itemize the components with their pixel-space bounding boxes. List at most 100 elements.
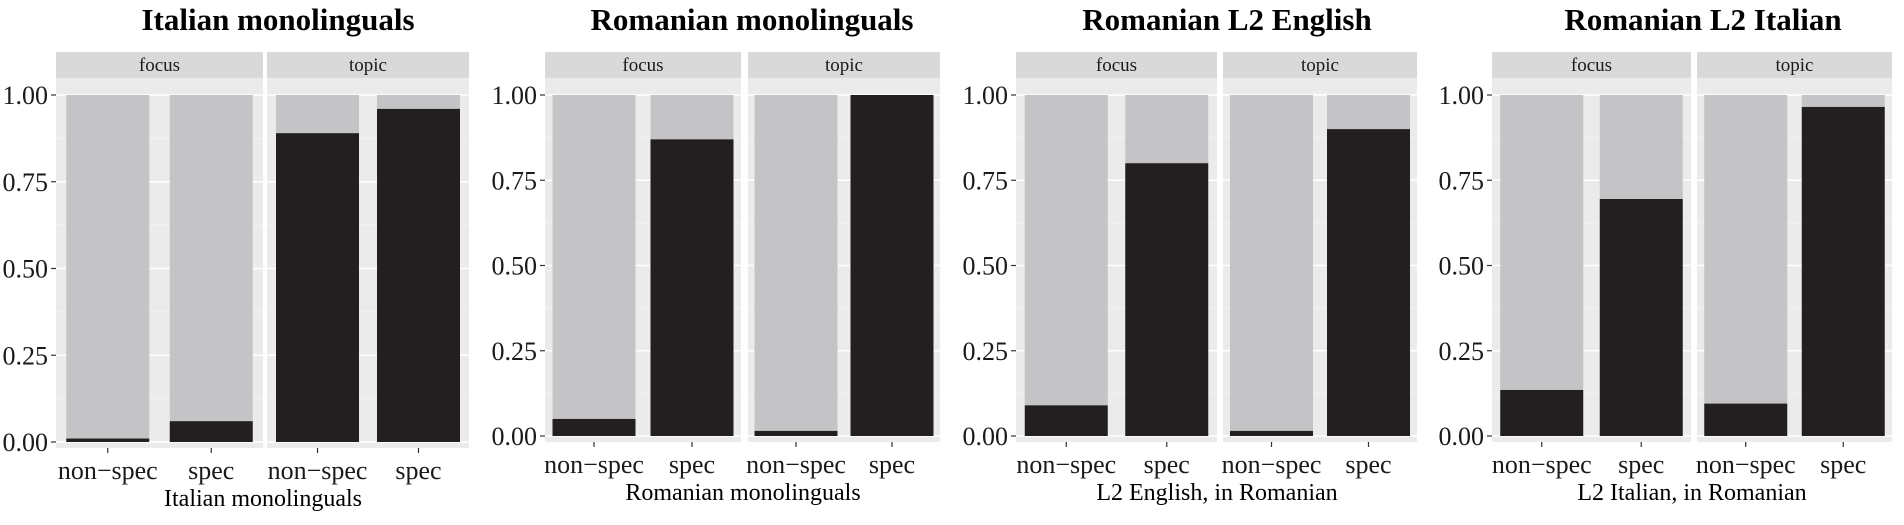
facet-strip [1697,52,1892,78]
y-tick-label: 0.00 [3,428,49,457]
x-tick-label: spec [1820,450,1866,479]
bar-segment-value [1801,106,1885,436]
facet-strip [267,52,469,78]
bar-segment-remainder [1125,95,1209,164]
facet-strip [545,52,741,78]
y-tick-label: 0.50 [492,252,538,281]
y-tick-label: 0.25 [963,337,1009,366]
x-tick-label: non−spec [746,450,846,479]
facet-topic: topic non−spec spec [267,52,469,485]
facet-strip [1016,52,1217,78]
x-tick-label: spec [669,450,715,479]
x-tick-label: non−spec [1016,450,1116,479]
bar-segment-remainder [1230,95,1313,431]
facet-topic: topic non−spec spec [1696,52,1892,479]
facet-strip-label: topic [825,55,863,76]
facet-topic: topic non−spec spec [746,52,940,479]
facet-focus: focus non−spec spec [1492,52,1691,479]
chart-title: Italian monolinguals [141,2,414,37]
bar-segment-remainder [1327,95,1410,130]
x-tick-label: spec [1144,450,1190,479]
bar-segment-value [650,139,734,436]
bar-segment-remainder [66,95,150,439]
x-axis-title: Romanian monolinguals [625,480,860,506]
y-tick-label: 0.00 [492,422,538,451]
y-tick-label: 0.75 [1439,166,1485,195]
chart-title: Romanian L2 English [1082,2,1371,37]
bar-segment-remainder [169,95,253,422]
x-tick-label: non−spec [1492,450,1592,479]
bar-segment-remainder [377,95,460,109]
y-tick-label: 1.00 [492,81,538,110]
y-tick-label: 0.00 [1439,422,1485,451]
bar-segment-value [377,108,460,442]
y-tick-label: 1.00 [3,81,49,110]
x-tick-label: non−spec [544,450,644,479]
facet-strip [1492,52,1691,78]
bar-segment-value [1599,199,1683,436]
facet-strip-label: focus [1096,55,1137,76]
x-axis-title: L2 English, in Romanian [1096,480,1337,506]
chart-title: Romanian L2 Italian [1564,2,1841,37]
bar-segment-remainder [276,95,359,134]
y-tick-label: 0.50 [3,255,49,284]
bar-segment-remainder [1801,95,1885,107]
facet-strip [56,52,263,78]
facet-focus: focus non−spec spec [1016,52,1217,479]
x-tick-label: non−spec [58,456,158,485]
bar-segment-value [754,430,838,436]
facet-strip [748,52,940,78]
y-tick-label: 0.00 [963,422,1009,451]
x-axis-title: Italian monolinguals [164,486,362,512]
y-tick-label: 0.25 [492,337,538,366]
bar-segment-value [66,438,150,442]
x-tick-label: non−spec [1696,450,1796,479]
y-tick-label: 1.00 [1439,81,1485,110]
y-tick-label: 0.25 [3,341,49,370]
y-tick-label: 1.00 [963,81,1009,110]
facet-strip-label: topic [1301,55,1339,76]
y-tick-label: 0.75 [963,166,1009,195]
y-tick-label: 0.50 [1439,252,1485,281]
x-tick-label: spec [1618,450,1664,479]
bar-segment-value [1230,430,1313,436]
y-tick-label: 0.25 [1439,337,1485,366]
x-tick-label: spec [1345,450,1391,479]
facet-strip-label: focus [139,55,180,76]
facet-focus: focus non−spec spec [544,52,741,479]
x-tick-label: spec [188,456,234,485]
bar-segment-remainder [1500,95,1584,390]
bar-segment-remainder [754,95,838,431]
bar-segment-value [1024,405,1108,436]
bar-segment-value [1125,163,1209,436]
bar-segment-value [1327,129,1410,436]
bar-segment-remainder [1704,95,1788,404]
bar-segment-value [169,421,253,442]
bar-segment-remainder [552,95,636,419]
y-tick-label: 0.50 [963,252,1009,281]
bar-segment-value [552,418,636,436]
x-axis-title: L2 Italian, in Romanian [1577,480,1806,506]
bar-segment-value [850,95,934,436]
facet-strip-label: focus [1571,55,1612,76]
x-tick-label: non−spec [1222,450,1322,479]
facet-strip [1223,52,1417,78]
x-tick-label: spec [869,450,915,479]
facet-focus: focus non−spec spec [56,52,263,485]
bar-segment-remainder [1599,95,1683,200]
y-tick-label: 0.75 [3,168,49,197]
bar-segment-remainder [1024,95,1108,406]
facet-topic: topic non−spec spec [1222,52,1417,479]
bar-segment-value [1500,389,1584,436]
y-tick-label: 0.75 [492,166,538,195]
bar-segment-remainder [650,95,734,140]
facet-strip-label: topic [349,55,387,76]
x-tick-label: spec [395,456,441,485]
facet-strip-label: focus [622,55,663,76]
bar-segment-value [276,133,359,443]
bar-segment-value [1704,403,1788,436]
